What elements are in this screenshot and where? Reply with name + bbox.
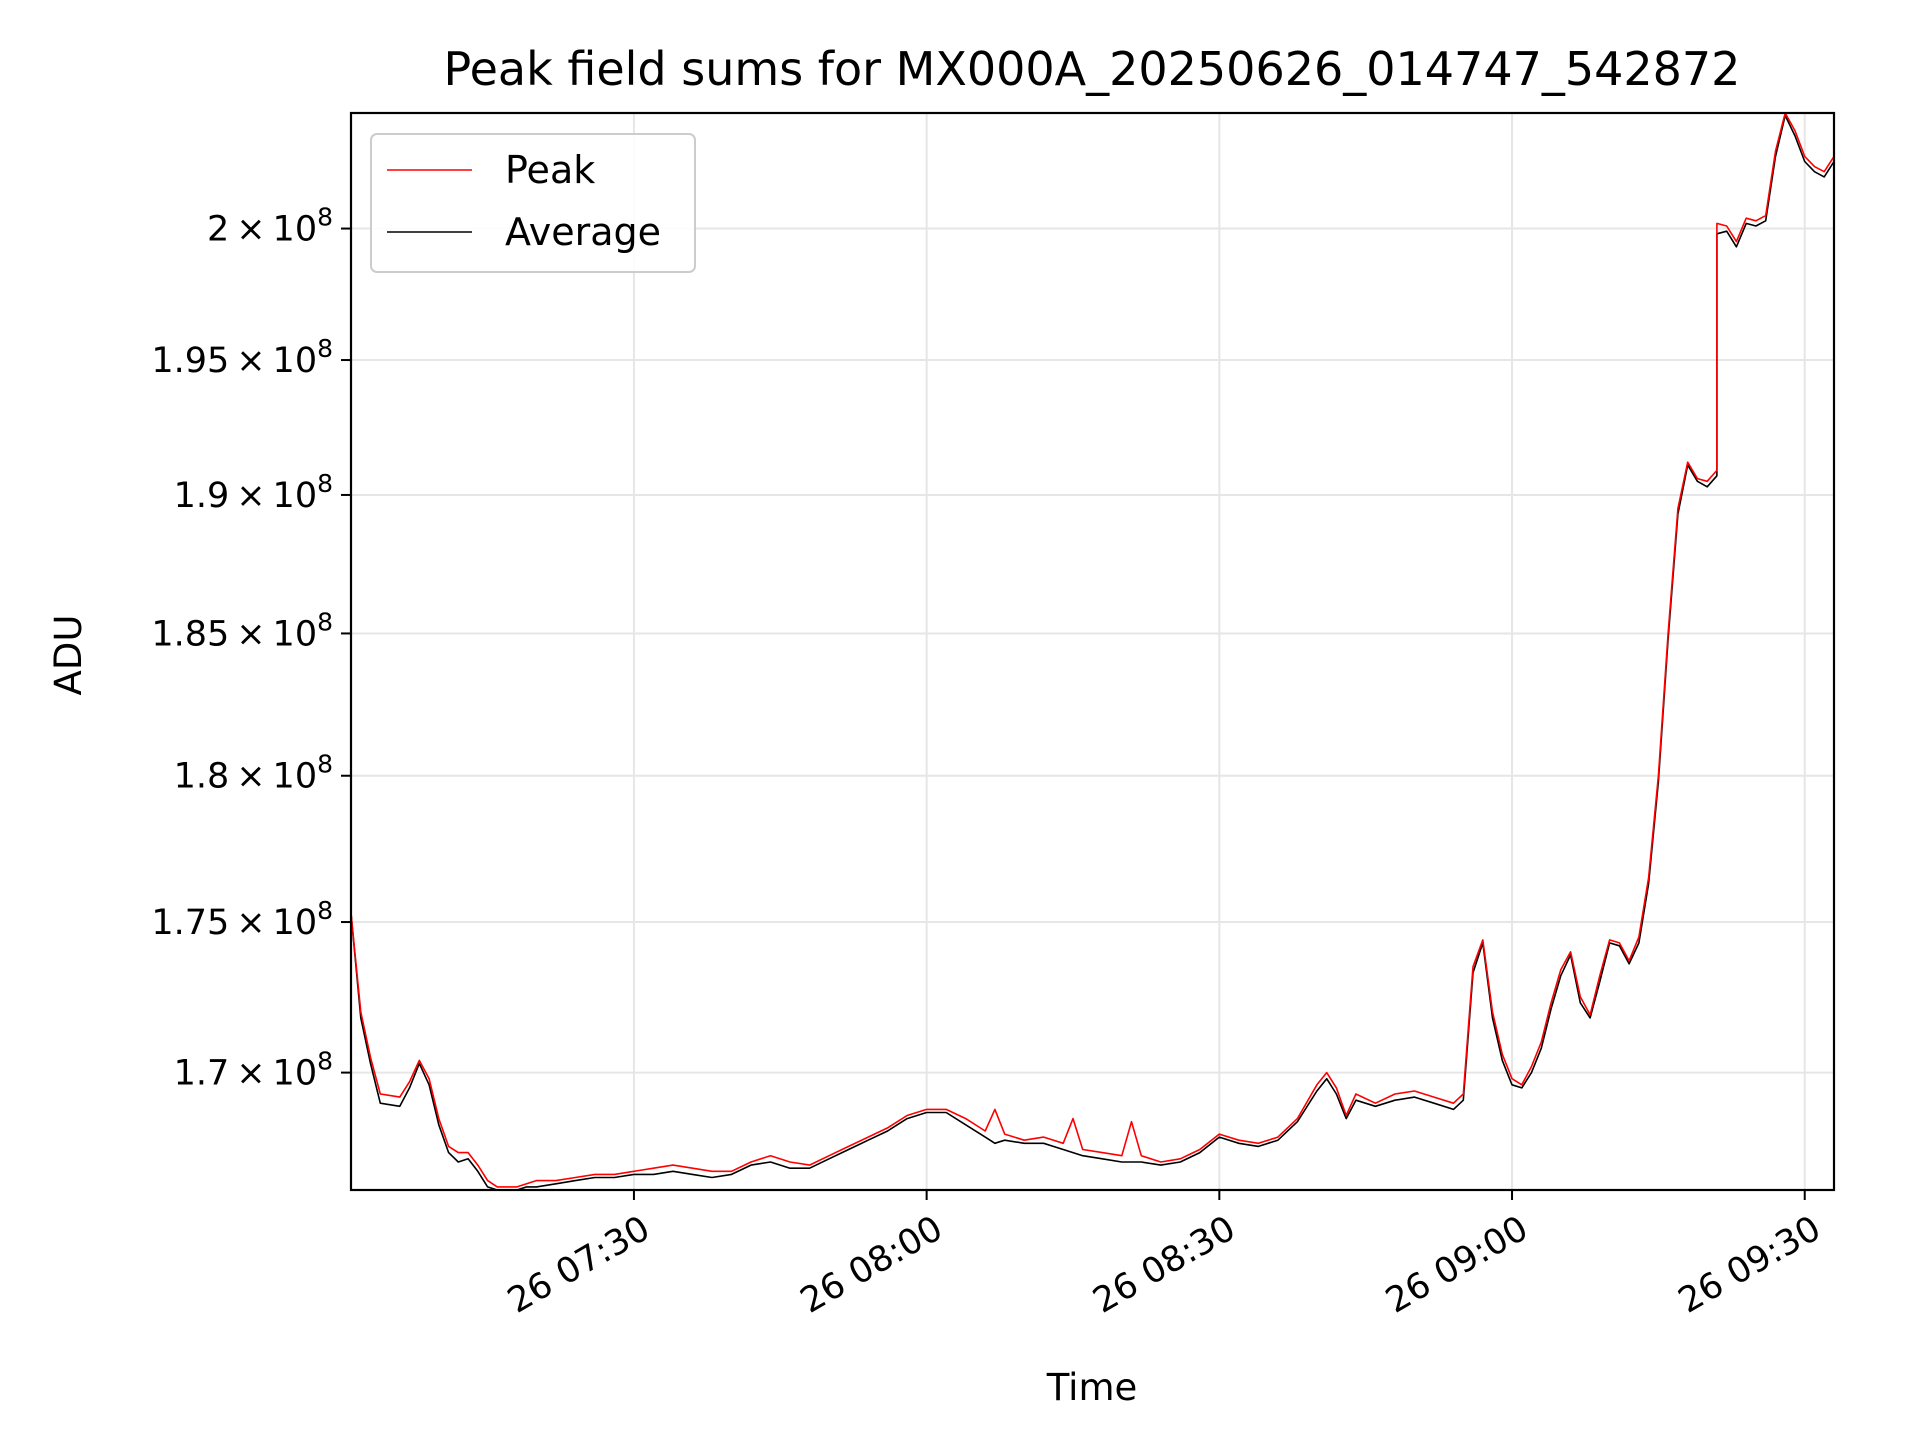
y-tick-exponent: 8 xyxy=(317,203,333,232)
y-tick-mantissa: 1.8 xyxy=(174,757,230,797)
legend-box xyxy=(370,133,696,273)
y-tick-exponent: 8 xyxy=(317,750,333,779)
chart-title: Peak field sums for MX000A_20250626_0147… xyxy=(444,42,1741,96)
y-tick-label: 2 × 108 xyxy=(207,203,333,250)
y-tick-exponent: 8 xyxy=(317,607,333,636)
y-tick-exponent: 8 xyxy=(317,469,333,498)
y-tick-mantissa: 2 xyxy=(207,210,229,250)
y-tick-exponent: 8 xyxy=(317,334,333,363)
y-tick-label: 1.75 × 108 xyxy=(151,896,333,943)
y-tick-mantissa: 1.7 xyxy=(174,1054,230,1094)
y-tick-label: 1.7 × 108 xyxy=(174,1047,333,1094)
y-tick-mantissa: 1.95 xyxy=(151,341,229,381)
y-tick-label: 1.8 × 108 xyxy=(174,750,333,797)
legend-label-peak: Peak xyxy=(505,148,595,192)
y-tick-label: 1.85 × 108 xyxy=(151,607,333,654)
y-tick-exponent: 8 xyxy=(317,1047,333,1076)
grid-lines xyxy=(351,113,1834,1190)
series-line-peak xyxy=(351,113,1834,1188)
x-axis-title: Time xyxy=(1046,1366,1138,1409)
y-tick-exponent: 8 xyxy=(317,896,333,925)
y-tick-mantissa: 1.9 xyxy=(174,476,230,516)
legend: Peak Average xyxy=(370,133,696,273)
y-tick-label: 1.95 × 108 xyxy=(151,334,333,381)
y-tick-mantissa: 1.85 xyxy=(151,614,229,654)
y-tick-label: 1.9 × 108 xyxy=(174,469,333,516)
legend-label-average: Average xyxy=(505,210,661,254)
series-layer xyxy=(351,113,1834,1190)
y-axis-title: ADU xyxy=(47,615,90,696)
plot-frame xyxy=(349,111,1836,1192)
y-tick-mantissa: 1.75 xyxy=(151,903,229,943)
